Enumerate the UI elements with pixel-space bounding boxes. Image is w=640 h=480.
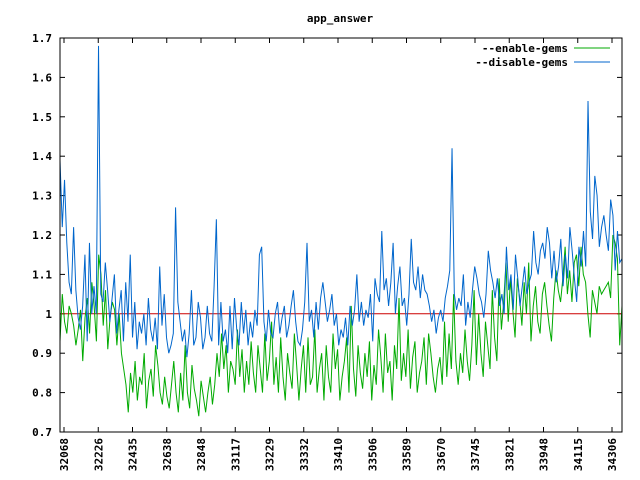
x-tick-label: 32638	[161, 438, 174, 471]
x-tick-label: 33506	[366, 438, 379, 471]
x-tick-label: 34115	[572, 438, 585, 471]
series-line-enable-gems	[59, 234, 623, 417]
y-tick-label: 0.9	[32, 347, 52, 360]
series-layer	[59, 45, 623, 417]
y-tick-label: 1	[45, 308, 52, 321]
y-tick-label: 1.4	[32, 150, 52, 163]
legend-label: --disable-gems	[475, 56, 568, 69]
x-tick-label: 33821	[503, 438, 516, 471]
x-tick-label: 33589	[401, 438, 414, 471]
series-line-disable-gems	[59, 45, 623, 358]
x-tick-label: 33745	[469, 438, 482, 471]
x-tick-label: 32226	[92, 438, 105, 471]
y-tick-label: 1.3	[32, 190, 52, 203]
y-tick-label: 1.5	[32, 111, 52, 124]
legend: --enable-gems--disable-gems	[475, 42, 610, 69]
x-tick-label: 34306	[606, 438, 619, 471]
x-tick-label: 33117	[229, 438, 242, 471]
y-tick-label: 1.2	[32, 229, 52, 242]
x-tick-label: 33332	[298, 438, 311, 471]
y-tick-label: 1.1	[32, 268, 52, 281]
plot-frame	[59, 37, 623, 433]
legend-label: --enable-gems	[482, 42, 568, 55]
x-tick-label: 33670	[435, 438, 448, 471]
x-tick-label: 32068	[58, 438, 71, 471]
chart-title: app_answer	[307, 12, 374, 25]
x-tick-label: 32848	[195, 438, 208, 471]
y-tick-label: 0.7	[32, 426, 52, 439]
x-axis: 32068 32226 32435 32638 32848 33117 33229 33332…	[58, 38, 619, 471]
x-tick-label: 32435	[127, 438, 140, 471]
x-tick-label: 33948	[538, 438, 551, 471]
x-tick-label: 33229	[264, 438, 277, 471]
y-tick-label: 1.6	[32, 71, 52, 84]
y-tick-label: 0.8	[32, 387, 52, 400]
y-tick-label: 1.7	[32, 32, 52, 45]
x-tick-label: 33410	[332, 438, 345, 471]
